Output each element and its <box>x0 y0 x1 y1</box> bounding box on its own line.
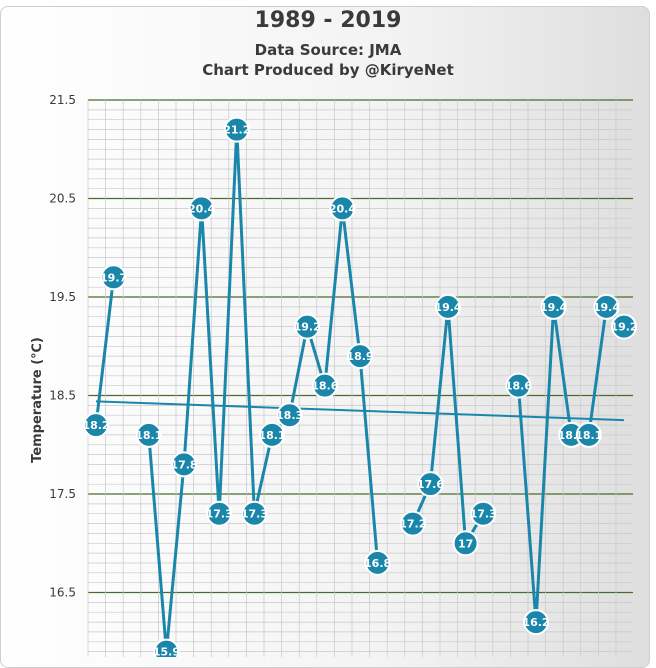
y-tick-label: 17.5 <box>49 487 76 501</box>
data-point <box>188 195 215 222</box>
data-point <box>329 195 356 222</box>
data-label: 19.4 <box>540 301 567 314</box>
data-label: 18.3 <box>276 409 303 422</box>
data-label: 18.6 <box>505 380 532 393</box>
data-label: 18.1 <box>575 429 602 442</box>
data-point <box>347 343 373 370</box>
data-label: 15.9 <box>153 646 180 657</box>
y-axis-label: Temperature (℃) <box>30 337 45 463</box>
data-point <box>435 293 461 320</box>
chart-frame <box>0 6 650 668</box>
chart-subtitle-source: Data Source: JMA <box>254 41 402 59</box>
data-point <box>593 293 620 320</box>
data-label: 19.7 <box>100 271 127 284</box>
data-point <box>259 421 285 448</box>
data-point <box>364 549 391 576</box>
series-lines <box>94 128 626 654</box>
data-label: 17.8 <box>170 458 197 471</box>
data-label: 17.6 <box>417 478 444 491</box>
data-point <box>276 402 303 429</box>
data-label: 19.4 <box>593 301 620 314</box>
series-line <box>147 128 380 654</box>
data-point <box>100 264 127 291</box>
data-point <box>523 609 549 636</box>
data-points: 18.2 19.7 18.1 15.9 17.8 20.4 17.3 21.2 17.3 18.1… <box>82 116 638 657</box>
data-point <box>452 530 479 557</box>
data-label: 18.6 <box>311 380 338 393</box>
data-point <box>83 412 109 439</box>
data-label: 18.9 <box>346 350 373 363</box>
trend-line <box>95 400 625 422</box>
data-label: 18.1 <box>258 429 285 442</box>
data-label: 18.2 <box>82 419 109 432</box>
data-point <box>241 500 268 527</box>
y-tick-label: 16.5 <box>49 586 76 600</box>
data-point <box>540 293 567 320</box>
y-axis-ticks: 16.5 17.5 18.5 19.5 20.5 21.5 <box>49 93 76 600</box>
data-label: 16.8 <box>364 557 391 570</box>
data-label: 17.3 <box>241 508 268 521</box>
series-line <box>94 277 116 426</box>
data-point <box>294 313 321 340</box>
data-point <box>135 421 162 448</box>
y-tick-label: 20.5 <box>49 192 76 206</box>
data-point <box>223 116 250 143</box>
data-label: 17.2 <box>399 518 426 531</box>
data-point <box>171 451 197 478</box>
chart-title: 1989 - 2019 <box>254 8 402 33</box>
data-point <box>153 638 180 657</box>
y-tick-label: 19.5 <box>49 290 76 304</box>
data-label: 17 <box>458 537 473 550</box>
y-tick-label: 21.5 <box>49 93 76 107</box>
data-point <box>575 421 602 448</box>
data-point <box>399 510 426 537</box>
data-point <box>311 372 338 399</box>
data-label: 19.2 <box>294 321 321 334</box>
y-tick-label: 18.5 <box>49 389 76 403</box>
data-label: 16.2 <box>522 616 549 629</box>
data-label: 20.4 <box>188 202 215 215</box>
data-label: 18.1 <box>135 429 162 442</box>
data-point <box>505 372 532 399</box>
data-point <box>206 500 233 527</box>
data-label: 19.4 <box>434 301 461 314</box>
data-point <box>611 313 637 340</box>
data-point <box>470 500 497 527</box>
data-label: 19.2 <box>610 321 637 334</box>
chart-subtitle-credit: Chart Produced by @KiryeNet <box>202 61 454 79</box>
data-label: 21.2 <box>223 124 250 137</box>
data-label: 20.4 <box>329 202 356 215</box>
data-label: 17.3 <box>470 508 497 521</box>
data-point <box>417 471 444 498</box>
data-label: 17.3 <box>206 508 233 521</box>
grid <box>87 99 633 657</box>
